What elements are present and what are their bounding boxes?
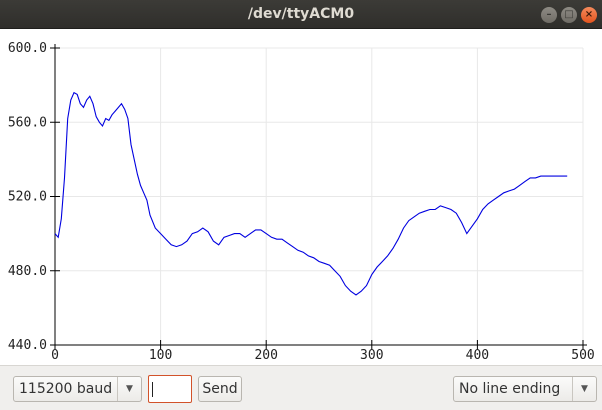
y-tick-label: 560.0 (8, 115, 47, 130)
title-bar: /dev/ttyACM0 – □ × (0, 0, 602, 29)
baud-rate-value: 115200 baud (19, 381, 113, 397)
close-icon[interactable]: × (581, 7, 597, 23)
x-tick-label: 200 (254, 348, 277, 363)
text-caret (152, 382, 153, 397)
window-title: /dev/ttyACM0 (247, 6, 355, 22)
minimize-icon[interactable]: – (541, 7, 557, 23)
y-tick-label: 520.0 (8, 190, 47, 205)
line-ending-select[interactable]: No line ending ▼ (453, 376, 597, 402)
chevron-down-icon[interactable]: ▼ (117, 377, 141, 401)
chevron-down-icon[interactable]: ▼ (572, 377, 596, 401)
y-tick-label: 440.0 (8, 338, 47, 353)
message-input[interactable] (148, 375, 192, 403)
bottom-toolbar: 115200 baud ▼ Send No line ending ▼ (0, 365, 602, 410)
chart-svg: 440.0 480.0 520.0 560.0 600.0 0 100 200 300 400 50… (8, 41, 595, 363)
x-tick-label: 500 (571, 348, 594, 363)
maximize-icon[interactable]: □ (561, 7, 577, 23)
baud-rate-select[interactable]: 115200 baud ▼ (13, 376, 142, 402)
serial-plotter-chart: 440.0 480.0 520.0 560.0 600.0 0 100 200 300 400 50… (0, 29, 602, 365)
x-tick-label: 300 (360, 348, 383, 363)
send-button[interactable]: Send (198, 376, 242, 402)
y-tick-label: 480.0 (8, 264, 47, 279)
x-tick-label: 400 (466, 348, 489, 363)
series-line (54, 91, 568, 296)
y-tick-label: 600.0 (8, 41, 47, 56)
x-tick-label: 100 (149, 348, 172, 363)
x-tick-label: 0 (51, 348, 59, 363)
line-ending-value: No line ending (459, 381, 561, 397)
